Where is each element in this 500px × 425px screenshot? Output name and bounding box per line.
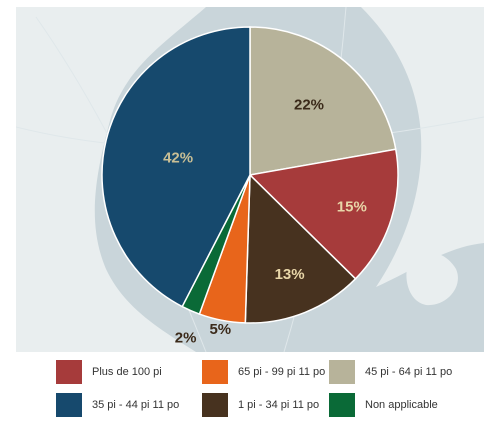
map-background: 22% 15% 13% 5% 2% 42%: [16, 7, 484, 352]
legend-swatch: [56, 360, 82, 384]
pie-slices: [101, 26, 399, 324]
legend-label: 1 pi - 34 pi 11 po: [238, 399, 320, 411]
legend-swatch: [329, 360, 355, 384]
land-shape-east: [361, 7, 484, 287]
slice-data-label: 42%: [163, 150, 193, 167]
legend-item: Non applicable: [329, 393, 438, 417]
pie-chart: 22% 15% 13% 5% 2% 42%: [16, 7, 484, 352]
pie-slice: [244, 173, 357, 324]
legend-label: 45 pi - 64 pi 11 po: [365, 366, 453, 378]
legend-label: Plus de 100 pi: [92, 366, 162, 378]
land-shape-west: [16, 7, 206, 352]
pie-slice: [248, 148, 399, 280]
slice-data-label: 15%: [337, 199, 367, 216]
slice-data-label: 13%: [275, 266, 305, 283]
legend-label: Non applicable: [365, 399, 438, 411]
legend-swatch: [202, 393, 228, 417]
pie-data-labels: 22% 15% 13% 5% 2% 42%: [163, 97, 367, 347]
legend-item: 45 pi - 64 pi 11 po: [329, 360, 452, 384]
pie-slice: [101, 26, 251, 308]
legend-label: 65 pi - 99 pi 11 po: [238, 366, 326, 378]
slice-data-label: 5%: [209, 321, 231, 338]
legend-swatch: [202, 360, 228, 384]
legend-item: 1 pi - 34 pi 11 po: [202, 393, 319, 417]
legend-swatch: [329, 393, 355, 417]
legend-label: 35 pi - 44 pi 11 po: [92, 399, 180, 411]
slice-data-label: 2%: [175, 329, 197, 346]
slice-data-label: 22%: [294, 97, 324, 114]
legend-item: 65 pi - 99 pi 11 po: [202, 360, 325, 384]
legend-item: Plus de 100 pi: [56, 360, 162, 384]
pie-slice: [249, 26, 397, 176]
legend-item: 35 pi - 44 pi 11 po: [56, 393, 179, 417]
island-shape: [406, 251, 458, 306]
legend-swatch: [56, 393, 82, 417]
chart-legend: Plus de 100 pi 65 pi - 99 pi 11 po 45 pi -…: [16, 360, 484, 420]
